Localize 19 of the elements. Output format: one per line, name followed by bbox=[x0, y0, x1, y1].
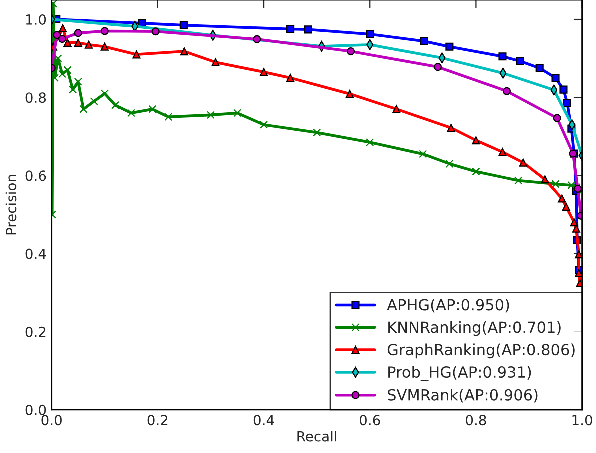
y-tick-label: 0.0 bbox=[26, 404, 46, 416]
y-tick-label: 0.8 bbox=[26, 92, 46, 104]
legend-label: GraphRanking(AP:0.806) bbox=[388, 344, 575, 359]
y-tick-label: 1.0 bbox=[26, 14, 46, 25]
y-tick-label: 0.2 bbox=[26, 326, 46, 338]
legend-label: APHG(AP:0.950) bbox=[387, 298, 510, 313]
y-axis-title: Precision bbox=[6, 175, 17, 235]
x-tick-label: 0.6 bbox=[360, 415, 380, 426]
legend-label: Prob_HG(AP:0.931) bbox=[388, 366, 532, 382]
y-tick-label: 0.6 bbox=[26, 170, 46, 182]
x-tick-label: 0.8 bbox=[466, 415, 486, 426]
legend-label: SVMRank(AP:0.906) bbox=[388, 389, 538, 403]
x-tick-label: 0.2 bbox=[148, 415, 168, 426]
x-tick-label: 0.4 bbox=[254, 415, 274, 426]
x-tick-label: 1.0 bbox=[572, 415, 592, 426]
legend-label: KNNRanking(AP:0.701) bbox=[388, 321, 561, 336]
x-axis-title: Recall bbox=[298, 431, 336, 442]
y-tick-label: 0.4 bbox=[26, 248, 46, 260]
x-tick-label: 0.0 bbox=[42, 415, 62, 426]
